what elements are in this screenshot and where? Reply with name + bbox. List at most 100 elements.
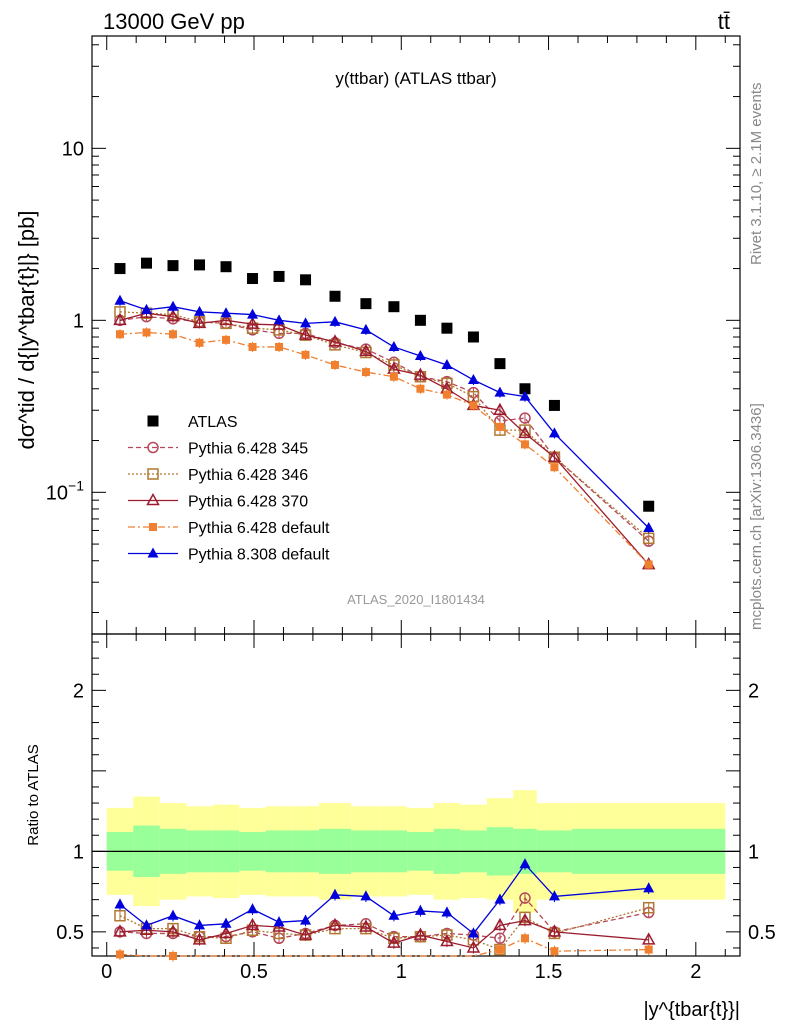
- data-point: [192, 932, 207, 945]
- data-point: [114, 910, 126, 922]
- main-ylabel: dσ^tid / d{|y^tbar{t}|} [pb]: [14, 211, 39, 450]
- y-tick-label: 1: [748, 841, 759, 863]
- data-point: [519, 383, 531, 395]
- legend-label: Pythia 6.428 345: [188, 441, 308, 458]
- header-right: tt̄: [718, 9, 730, 34]
- data-point: [414, 314, 426, 326]
- main-title: y(ttbar) (ATLAS ttbar): [335, 69, 496, 88]
- data-point: [300, 317, 312, 328]
- data-point: [219, 312, 233, 326]
- data-point: [273, 916, 285, 927]
- data-point: [166, 309, 180, 322]
- data-point: [115, 330, 124, 339]
- data-point: [328, 917, 342, 931]
- legend-label: Pythia 8.308 default: [188, 547, 330, 564]
- data-point: [140, 303, 152, 314]
- x-tick-label: 0.5: [240, 961, 268, 983]
- data-point: [167, 909, 179, 920]
- y-tick-label: 2: [73, 680, 84, 702]
- data-point: [388, 340, 400, 351]
- data-point: [641, 932, 656, 945]
- data-point: [442, 390, 451, 399]
- main-frame: [91, 35, 741, 635]
- data-point: [147, 415, 159, 427]
- data-point: [493, 402, 507, 415]
- header-left: 13000 GeV pp: [103, 9, 245, 34]
- data-point: [167, 260, 179, 272]
- data-point: [220, 261, 232, 273]
- x-tick-labels: 0 0.5 1 1.5 2: [101, 961, 701, 983]
- data-point: [550, 947, 559, 956]
- rivet-label: Rivet 3.1.10, ≥ 2.1M events: [748, 83, 765, 266]
- data-point: [247, 273, 259, 285]
- data-point: [146, 492, 160, 506]
- data-point: [275, 342, 284, 351]
- data-point: [643, 882, 655, 893]
- data-point: [413, 367, 428, 380]
- data-point: [147, 547, 159, 558]
- ratio-axis-ticks: 0.5 0.5 1 1 2 2: [56, 634, 776, 956]
- data-point: [360, 890, 372, 901]
- data-point: [195, 338, 204, 347]
- data-point: [519, 858, 531, 869]
- data-point: [361, 368, 370, 377]
- y-tick-label: 1: [73, 310, 84, 332]
- data-point: [169, 330, 177, 339]
- data-point: [300, 274, 312, 286]
- data-point: [644, 945, 653, 954]
- data-point: [147, 468, 159, 480]
- legend-entry: Pythia 6.428 default: [128, 520, 330, 537]
- data-point: [245, 917, 260, 931]
- data-point: [169, 952, 177, 960]
- y-tick-label: 10−1: [46, 477, 84, 504]
- ratio-line: [119, 863, 649, 935]
- data-point: [643, 500, 655, 512]
- legend-label: Pythia 6.428 346: [188, 467, 308, 484]
- data-point: [222, 335, 231, 344]
- data-point: [495, 422, 504, 431]
- data-point: [548, 399, 560, 411]
- data-point: [519, 412, 531, 424]
- data-point: [300, 914, 312, 925]
- data-point: [416, 384, 425, 393]
- ratio-data-marks: [113, 858, 656, 962]
- series-4: [115, 327, 653, 570]
- data-point: [247, 308, 259, 319]
- data-point: [329, 315, 341, 326]
- data-point: [441, 358, 453, 369]
- data-point: [466, 940, 481, 953]
- ratio-line: [119, 919, 649, 949]
- data-point: [441, 322, 453, 334]
- data-point: [414, 904, 426, 915]
- main-axis-ticks: 10−1 1 10: [46, 36, 740, 634]
- legend-label: ATLAS: [188, 414, 238, 431]
- data-point: [644, 560, 653, 569]
- data-point: [413, 927, 428, 940]
- data-point: [194, 305, 206, 316]
- main-panel: y(ttbar) (ATLAS ttbar) dσ^tid / d{|y^tba…: [14, 35, 741, 635]
- data-point: [166, 924, 180, 937]
- data-point: [220, 917, 232, 928]
- ratio-panel: 0.5 0.5 1 1 2 2 Ratio to ATLAS: [25, 633, 776, 962]
- legend-label: Pythia 6.428 default: [188, 520, 330, 537]
- data-point: [359, 919, 373, 932]
- x-tick-label: 1: [396, 961, 407, 983]
- data-point: [140, 257, 152, 269]
- data-point: [518, 425, 532, 439]
- data-point: [245, 316, 260, 329]
- data-point: [192, 315, 207, 329]
- data-point: [493, 917, 507, 931]
- legend-entry: Pythia 6.428 346: [128, 467, 308, 484]
- data-point: [547, 924, 562, 937]
- data-point: [298, 327, 313, 340]
- data-point: [219, 925, 233, 939]
- series-line: [119, 331, 650, 566]
- legend-entry: Pythia 6.428 370: [128, 492, 308, 511]
- ratio-bands: [92, 790, 740, 913]
- ratio-ylabel: Ratio to ATLAS: [25, 744, 42, 845]
- y-tick-label: 10: [62, 138, 84, 160]
- data-point: [643, 522, 655, 533]
- y-tick-label: 0.5: [748, 922, 776, 944]
- data-point: [414, 350, 426, 361]
